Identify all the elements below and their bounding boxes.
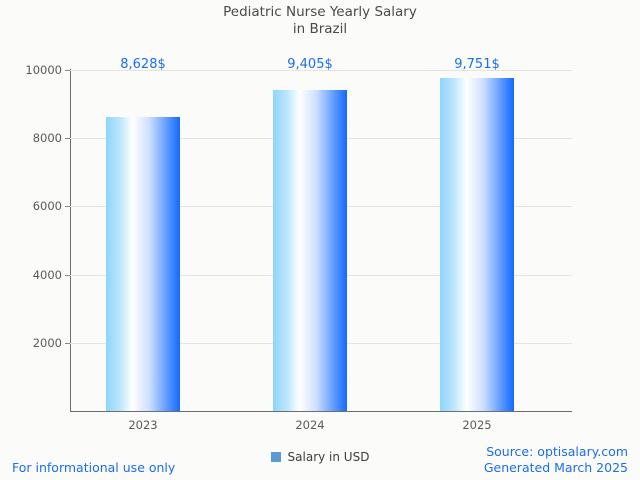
category-label-2024: 2024 (295, 418, 325, 432)
y-axis-tick (65, 343, 70, 344)
y-axis-tick (65, 206, 70, 207)
y-axis-tick (65, 138, 70, 139)
category-label-2023: 2023 (128, 418, 158, 432)
bar-2023[interactable] (106, 117, 180, 411)
category-label-2025: 2025 (462, 418, 492, 432)
y-axis-tick-label: 10000 (25, 63, 62, 77)
legend-label: Salary in USD (287, 450, 370, 464)
bar-value-label: 9,405$ (287, 57, 333, 72)
y-axis-tick (65, 275, 70, 276)
chart-title-line-1: Pediatric Nurse Yearly Salary (223, 4, 417, 20)
bar-2025[interactable] (440, 78, 514, 411)
disclaimer-text: For informational use only (12, 460, 176, 475)
plot-area (70, 70, 572, 411)
legend-swatch-icon (270, 452, 281, 462)
gridline (70, 70, 572, 71)
bar-2024[interactable] (273, 90, 347, 411)
bar-value-label: 8,628$ (120, 57, 166, 72)
source-credit: Source: optisalary.com Generated March 2… (484, 444, 628, 476)
bar-value-label: 9,751$ (454, 57, 500, 72)
y-axis-tick-label: 6000 (32, 199, 62, 213)
chart-title: Pediatric Nurse Yearly Salary in Brazil (0, 4, 640, 38)
y-axis-line (70, 69, 71, 412)
chart-title-line-2: in Brazil (292, 21, 348, 37)
x-axis-line (70, 411, 572, 412)
y-axis-tick-label: 8000 (32, 131, 62, 145)
chart-legend: Salary in USD (0, 450, 640, 464)
y-axis-tick (65, 70, 70, 71)
y-axis-tick-label: 2000 (32, 336, 62, 350)
y-axis-tick-label: 4000 (32, 268, 62, 282)
generated-line: Generated March 2025 (483, 460, 628, 475)
source-line: Source: optisalary.com (486, 444, 628, 459)
